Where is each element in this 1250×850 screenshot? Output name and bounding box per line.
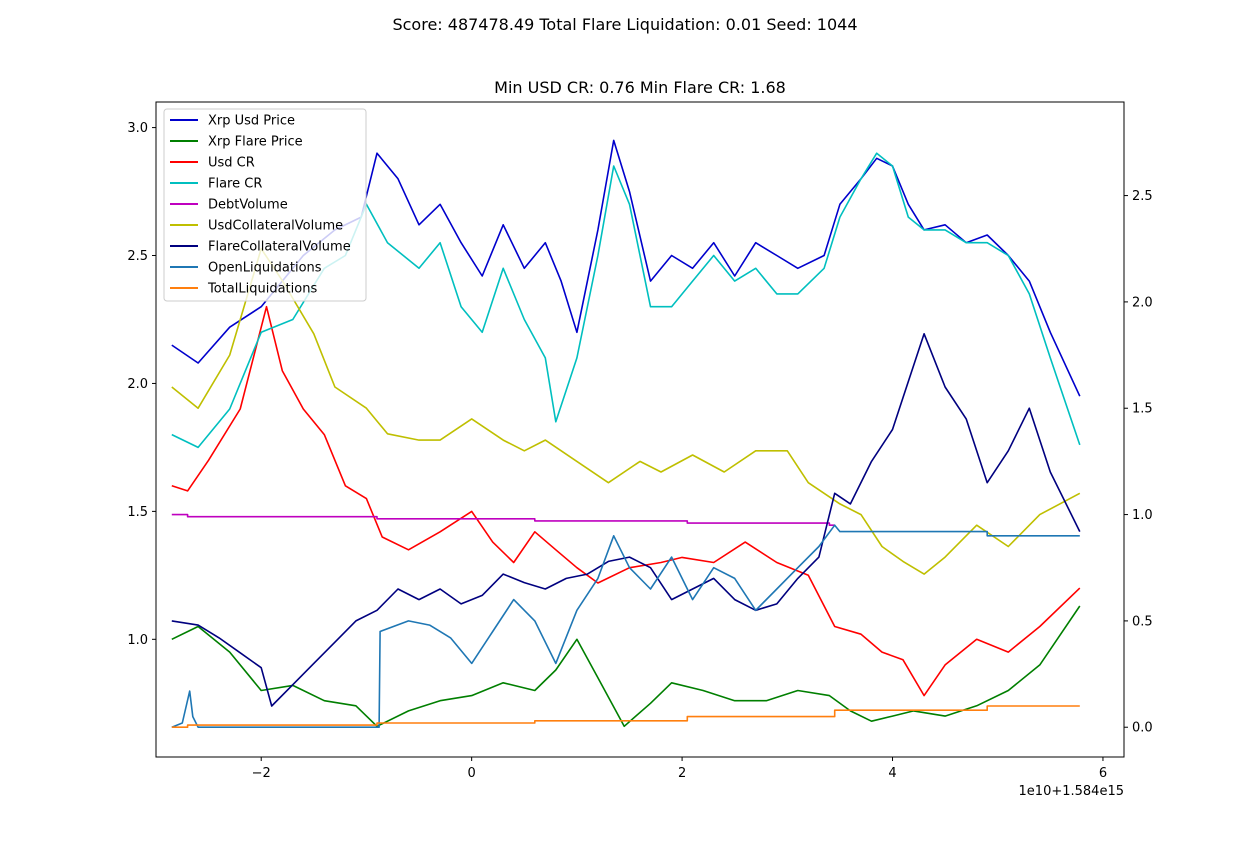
right-y-tick-label: 0.5 [1132, 614, 1153, 629]
legend: Xrp Usd Price Xrp Flare Price Usd CR Flare … [163, 108, 367, 302]
legend-item-xrp-usd-price: Xrp Usd Price [170, 114, 295, 129]
legend-label: Usd CR [208, 156, 255, 171]
legend-item-flare-cr: Flare CR [170, 177, 262, 192]
left-y-tick-label: 2.0 [127, 377, 148, 392]
series-line-totalliquidations [171, 705, 1080, 729]
x-tick-label: 6 [1099, 766, 1107, 781]
x-axis: −2 0 2 4 6 [252, 757, 1107, 781]
legend-item-totalliquidations: TotalLiquidations [170, 282, 317, 297]
legend-label: FlareCollateralVolume [208, 240, 351, 255]
right-y-tick-label: 0.0 [1132, 721, 1153, 736]
plot-frame [155, 101, 1125, 758]
legend-item-openliquidations: OpenLiquidations [170, 261, 322, 276]
legend-label: DebtVolume [208, 198, 288, 213]
legend-label: UsdCollateralVolume [208, 219, 343, 234]
right-y-tick-label: 1.5 [1132, 402, 1153, 417]
chart-title: Min USD CR: 0.76 Min Flare CR: 1.68 [494, 78, 786, 97]
legend-item-usdcollateralvolume: UsdCollateralVolume [170, 219, 343, 234]
x-tick-label: 2 [678, 766, 686, 781]
legend-item-usd-cr: Usd CR [170, 156, 255, 171]
legend-item-xrp-flare-price: Xrp Flare Price [170, 135, 303, 150]
series-line-usd-cr [171, 305, 1081, 697]
right-y-tick-label: 1.0 [1132, 508, 1153, 523]
figure-suptitle: Score: 487478.49 Total Flare Liquidation… [392, 15, 857, 34]
legend-label: Flare CR [208, 177, 262, 192]
x-tick-label: −2 [252, 766, 271, 781]
x-tick-label: 0 [468, 766, 476, 781]
right-y-tick-label: 2.0 [1132, 295, 1153, 310]
series-line-usdcollateralvolume [171, 247, 1081, 575]
legend-label: OpenLiquidations [208, 261, 322, 276]
series-line-debtvolume [171, 513, 835, 527]
series-line-openliquidations [171, 524, 1080, 729]
legend-box [163, 108, 367, 302]
right-y-tick-label: 2.5 [1132, 189, 1153, 204]
left-y-axis: 1.0 1.5 2.0 2.5 3.0 [127, 121, 156, 648]
x-offset-label: 1e10+1.584e15 [1019, 784, 1124, 799]
series-line-xrp-flare-price [171, 605, 1081, 728]
right-y-axis: 0.0 0.5 1.0 1.5 2.0 2.5 [1124, 189, 1153, 736]
x-tick-label: 4 [888, 766, 896, 781]
series-line-flarecollateralvolume [171, 332, 1081, 707]
legend-item-flarecollateralvolume: FlareCollateralVolume [170, 240, 351, 255]
left-y-tick-label: 3.0 [127, 121, 148, 136]
legend-label: Xrp Usd Price [208, 114, 295, 129]
legend-label: Xrp Flare Price [208, 135, 303, 150]
left-y-tick-label: 1.5 [127, 505, 148, 520]
legend-label: TotalLiquidations [207, 282, 317, 297]
left-y-tick-label: 1.0 [127, 633, 148, 648]
left-y-tick-label: 2.5 [127, 249, 148, 264]
legend-item-debtvolume: DebtVolume [170, 198, 288, 213]
